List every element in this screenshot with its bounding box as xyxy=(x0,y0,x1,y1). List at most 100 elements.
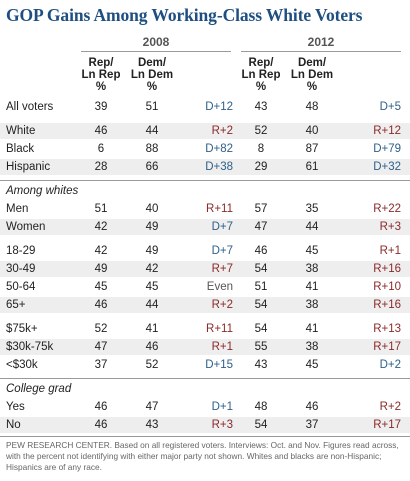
dem-2008-value: 51 xyxy=(145,101,159,113)
row-label: $30k-75k xyxy=(6,341,54,353)
gap-2012-value: R+2 xyxy=(379,401,401,413)
dem-2008-value: 40 xyxy=(145,203,159,215)
section-divider xyxy=(0,180,410,181)
year-header-2012: 2012 xyxy=(241,36,401,52)
table-row: Hispanic 28 66 D+38 29 61 D+32 xyxy=(0,159,410,175)
col-header-rep-2008: Rep/Ln Rep% xyxy=(81,57,121,93)
table-row: 50-64 45 45 Even 51 41 R+10 xyxy=(0,279,410,295)
dem-2008-value: 45 xyxy=(145,281,159,293)
rep-2012-value: 51 xyxy=(254,281,268,293)
rep-2012-value: 8 xyxy=(257,143,265,155)
gap-2008-value: D+1 xyxy=(211,401,233,413)
gap-2008-value: D+7 xyxy=(211,245,233,257)
row-label: 30-49 xyxy=(6,263,36,275)
dem-2012-value: 45 xyxy=(305,359,319,371)
col-header-rep-2012: Rep/Ln Rep% xyxy=(241,57,281,93)
row-label: White xyxy=(6,125,36,137)
table-row: 65+ 46 44 R+2 54 38 R+16 xyxy=(0,297,410,313)
rep-2008-value: 49 xyxy=(94,263,108,275)
gap-2012-value: D+2 xyxy=(379,359,401,371)
dem-2012-value: 46 xyxy=(305,401,319,413)
dem-2008-value: 46 xyxy=(145,341,159,353)
gap-2008-value: D+7 xyxy=(211,221,233,233)
gap-2012-value: R+13 xyxy=(373,323,401,335)
rep-2012-value: 43 xyxy=(254,101,268,113)
dem-2008-value: 52 xyxy=(145,359,159,371)
rep-2008-value: 39 xyxy=(94,101,108,113)
table-row: All voters 39 51 D+12 43 48 D+5 xyxy=(0,99,410,115)
dem-2012-value: 35 xyxy=(305,203,319,215)
dem-2012-value: 87 xyxy=(305,143,319,155)
gap-2008-value: D+15 xyxy=(205,359,233,371)
rep-2008-value: 42 xyxy=(94,245,108,257)
table-row: $75k+ 52 41 R+11 54 41 R+13 xyxy=(0,321,410,337)
footnote: PEW RESEARCH CENTER. Based on all regist… xyxy=(6,440,399,472)
dem-2008-value: 43 xyxy=(145,419,159,431)
table-row: Black 6 88 D+82 8 87 D+79 xyxy=(0,141,410,157)
dem-2008-value: 49 xyxy=(145,221,159,233)
dem-2012-value: 38 xyxy=(305,263,319,275)
row-label: <$30k xyxy=(6,359,38,371)
rep-2012-value: 54 xyxy=(254,323,268,335)
rep-2012-value: 54 xyxy=(254,419,268,431)
row-label: All voters xyxy=(6,101,54,113)
dem-2012-value: 38 xyxy=(305,299,319,311)
gap-2008-value: R+3 xyxy=(211,419,233,431)
row-label: Yes xyxy=(6,401,25,413)
dem-2008-value: 49 xyxy=(145,245,159,257)
rep-2012-value: 46 xyxy=(254,245,268,257)
table-row: Yes 46 47 D+1 48 46 R+2 xyxy=(0,399,410,415)
gap-2008-value: R+11 xyxy=(206,323,233,335)
rep-2008-value: 46 xyxy=(94,125,108,137)
gap-2012-value: R+17 xyxy=(373,341,401,353)
dem-2008-value: 42 xyxy=(145,263,159,275)
rep-2008-value: 45 xyxy=(94,281,108,293)
dem-2012-value: 37 xyxy=(305,419,319,431)
rep-2012-value: 29 xyxy=(254,161,268,173)
row-label: No xyxy=(6,419,21,431)
table-row: Women 42 49 D+7 47 44 R+3 xyxy=(0,219,410,235)
rep-2008-value: 51 xyxy=(94,203,108,215)
row-label: $75k+ xyxy=(6,323,38,335)
section-label: Among whites xyxy=(6,185,79,197)
dem-2008-value: 44 xyxy=(145,125,159,137)
table-row: No 46 43 R+3 54 37 R+17 xyxy=(0,417,410,433)
dem-2012-value: 45 xyxy=(305,245,319,257)
rep-2008-value: 46 xyxy=(94,419,108,431)
year-header-2008: 2008 xyxy=(81,36,231,52)
table-row: $30k-75k 47 46 R+1 55 38 R+17 xyxy=(0,339,410,355)
row-label: Men xyxy=(6,203,29,215)
gap-2008-value: R+2 xyxy=(211,299,233,311)
gap-2008-value: R+11 xyxy=(206,203,233,215)
table-row: 18-29 42 49 D+7 46 45 R+1 xyxy=(0,243,410,259)
gap-2012-value: R+3 xyxy=(379,221,401,233)
table-row: <$30k 37 52 D+15 43 45 D+2 xyxy=(0,357,410,373)
table-row: Men 51 40 R+11 57 35 R+22 xyxy=(0,201,410,217)
dem-2008-value: 44 xyxy=(145,299,159,311)
row-label: 65+ xyxy=(6,299,26,311)
dem-2012-value: 40 xyxy=(305,125,319,137)
rep-2012-value: 54 xyxy=(254,299,268,311)
gap-2012-value: R+1 xyxy=(379,245,401,257)
gap-2012-value: R+17 xyxy=(373,419,401,431)
rep-2012-value: 48 xyxy=(254,401,268,413)
dem-2008-value: 66 xyxy=(145,161,159,173)
gap-2012-value: R+10 xyxy=(373,281,401,293)
dem-2012-value: 61 xyxy=(305,161,319,173)
gap-2012-value: R+16 xyxy=(373,299,401,311)
gap-2008-value: D+82 xyxy=(205,143,233,155)
gap-2008-value: D+12 xyxy=(205,101,233,113)
row-label: 18-29 xyxy=(6,245,36,257)
rep-2012-value: 55 xyxy=(254,341,268,353)
col-header-dem-2008: Dem/Ln Dem% xyxy=(130,57,174,93)
table-row: White 46 44 R+2 52 40 R+12 xyxy=(0,123,410,139)
row-label: Women xyxy=(6,221,46,233)
rep-2008-value: 46 xyxy=(94,401,108,413)
gap-2012-value: D+5 xyxy=(379,101,401,113)
rep-2012-value: 47 xyxy=(254,221,268,233)
dem-2012-value: 38 xyxy=(305,341,319,353)
section-divider xyxy=(0,378,410,379)
dem-2008-value: 41 xyxy=(145,323,159,335)
rep-2012-value: 54 xyxy=(254,263,268,275)
gap-2008-value: Even xyxy=(206,281,233,293)
